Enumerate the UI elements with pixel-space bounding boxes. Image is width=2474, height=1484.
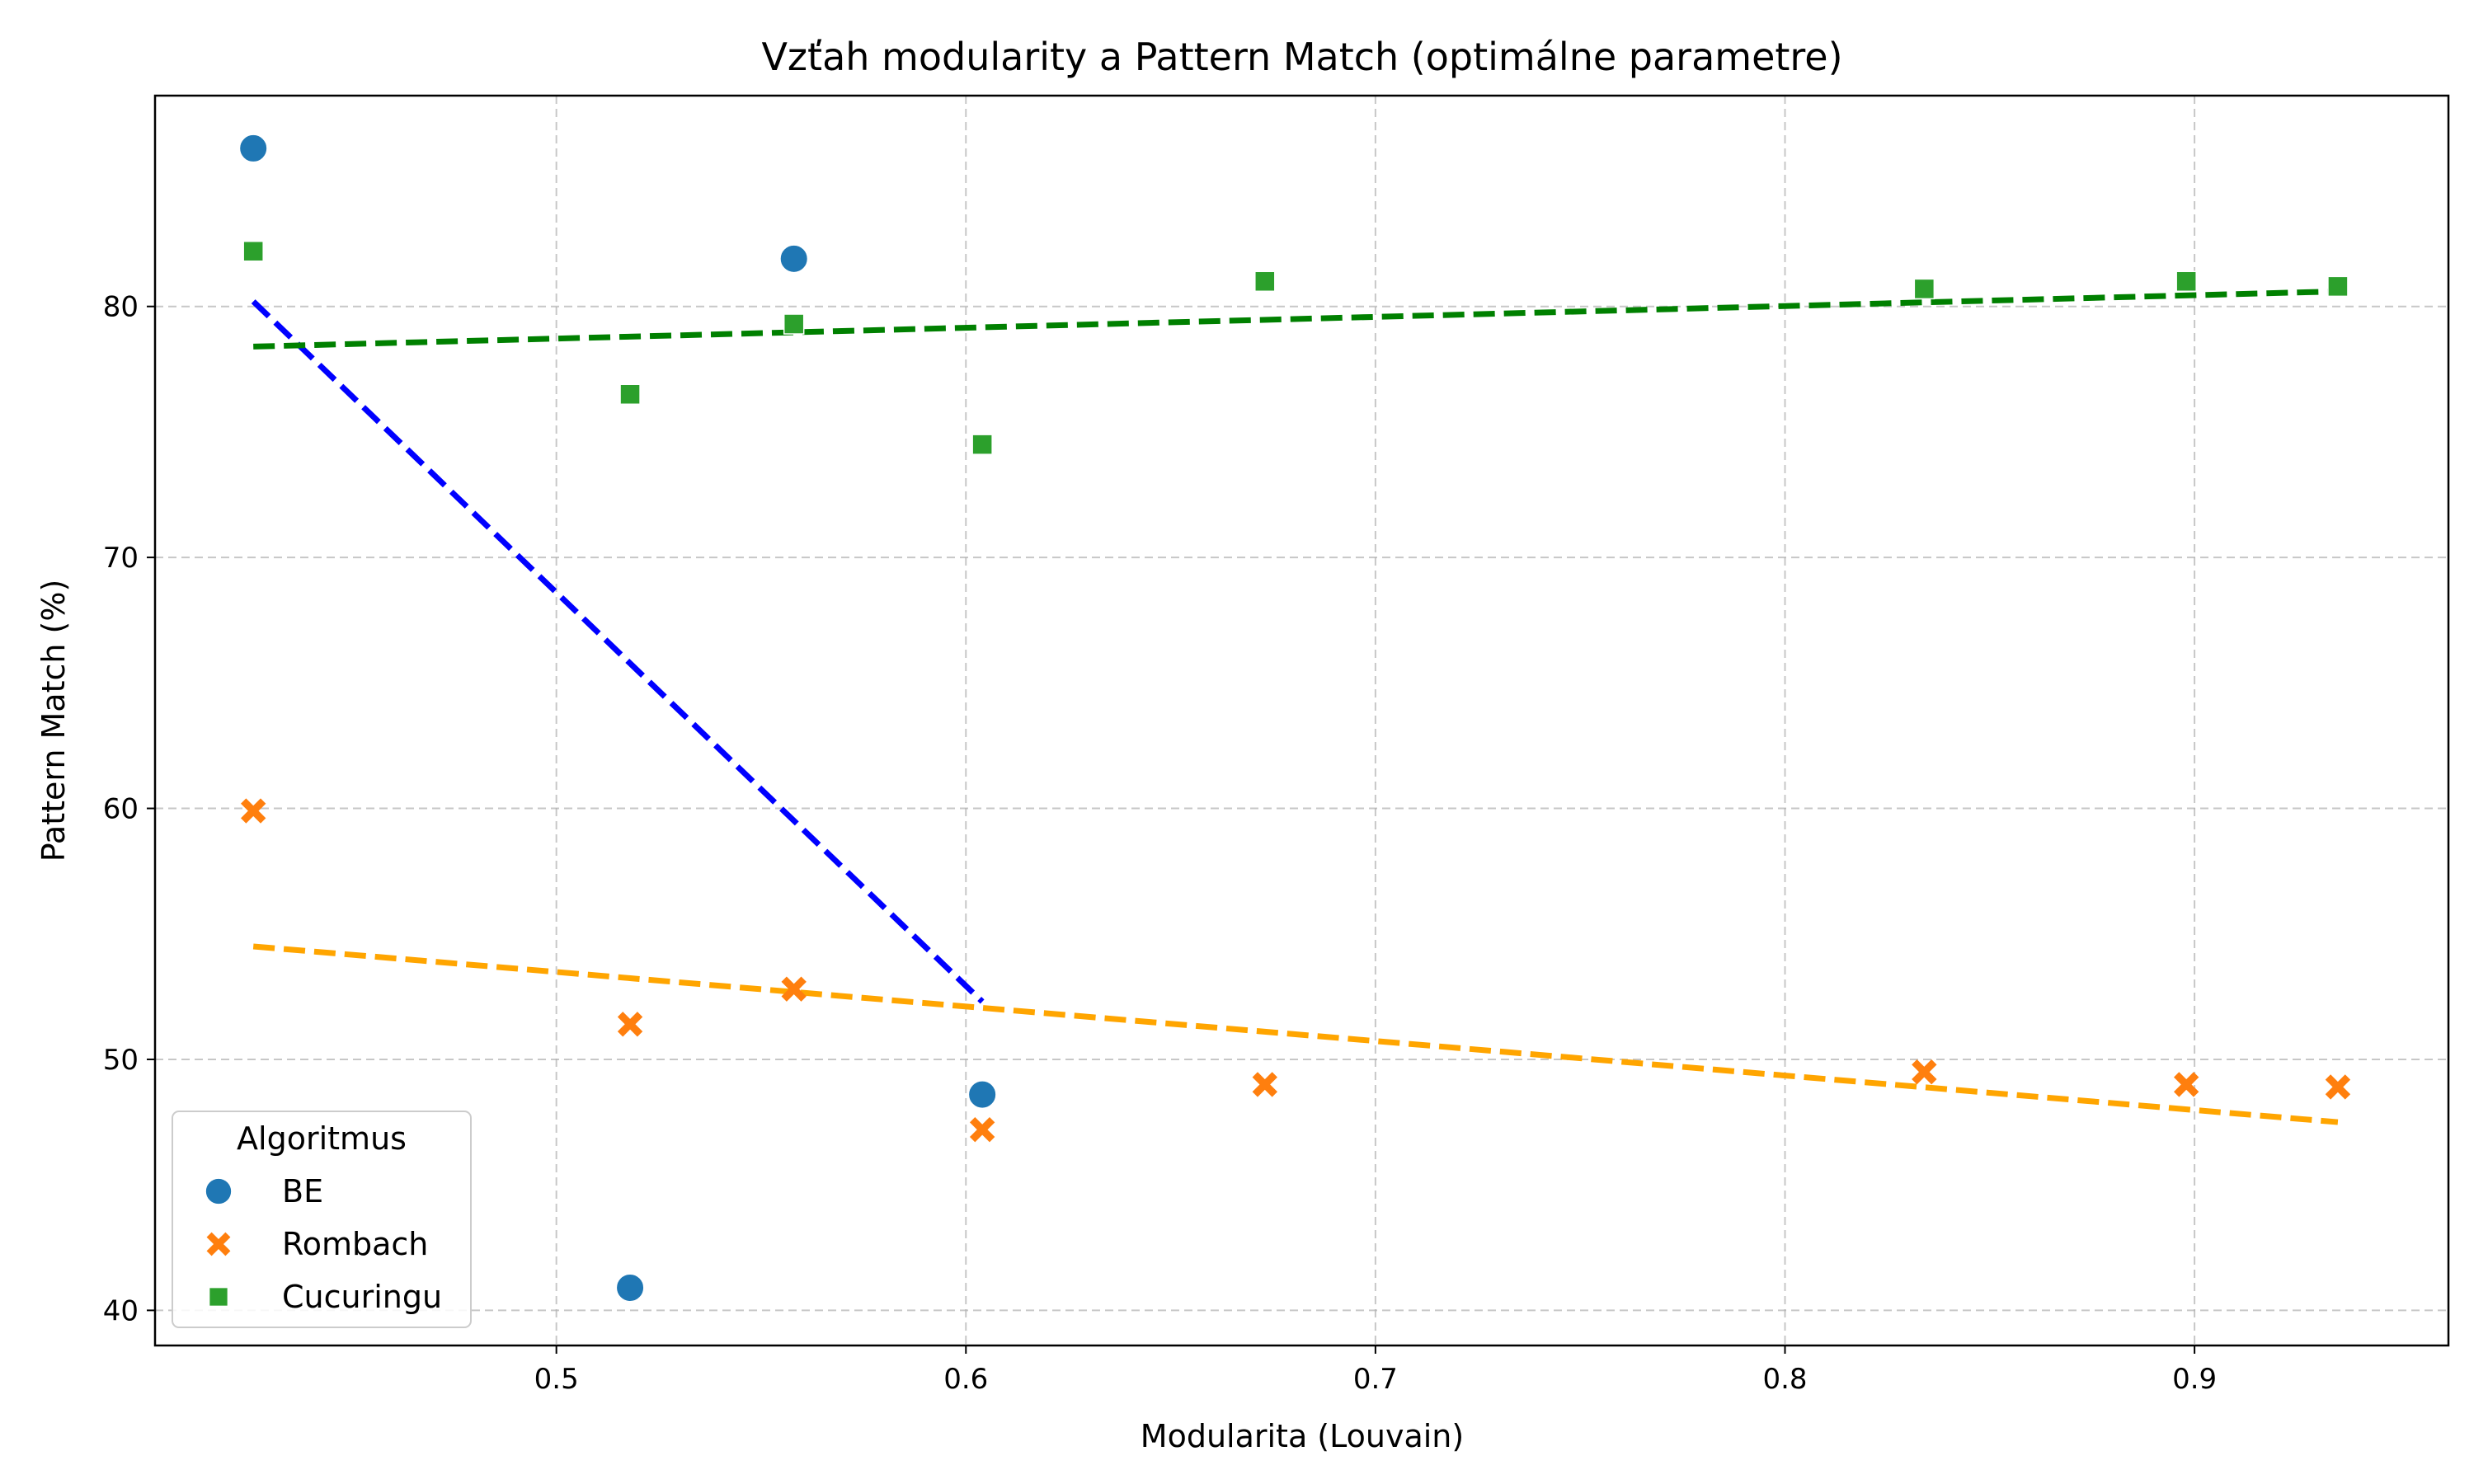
trendlines: [251, 288, 2339, 1125]
rombach-point: [1252, 1072, 1277, 1097]
cucuringu-point: [2175, 270, 2197, 293]
rombach-point: [2325, 1074, 2351, 1100]
rombach-trendline: [252, 943, 2339, 1125]
cucuringu-point: [783, 313, 805, 335]
x-axis-ticks: 0.5 0.6 0.7 0.8 0.9: [534, 1345, 2217, 1396]
legend-marker-cucuringu: [208, 1286, 229, 1308]
y-tick-label: 40: [103, 1294, 139, 1327]
chart-title: Vzťah modularity a Pattern Match (optimá…: [761, 35, 1842, 79]
y-tick-label: 80: [103, 291, 139, 324]
be-trendline: [251, 299, 985, 1004]
be-point: [967, 1079, 998, 1110]
legend-label-rombach: Rombach: [282, 1226, 428, 1262]
x-tick-label: 0.9: [2172, 1363, 2217, 1396]
legend-entries: BE Rombach Cucuringu: [204, 1173, 442, 1315]
legend-label-be: BE: [282, 1173, 323, 1209]
y-tick-label: 60: [103, 793, 139, 826]
legend-label-cucuringu: Cucuringu: [282, 1279, 442, 1315]
rombach-point: [241, 798, 266, 824]
rombach-point: [2173, 1072, 2199, 1097]
data-points: [238, 133, 2351, 1303]
legend-marker-be: [204, 1176, 233, 1206]
rombach-point: [1912, 1059, 1937, 1085]
y-tick-label: 70: [103, 542, 139, 575]
cucuringu-point: [1254, 270, 1276, 293]
y-axis-label: Pattern Match (%): [35, 580, 72, 862]
y-axis-ticks: 40 50 60 70 80: [103, 291, 155, 1327]
legend-title: Algoritmus: [237, 1120, 407, 1157]
rombach-point: [617, 1012, 643, 1037]
be-point: [615, 1272, 646, 1303]
cucuringu-point: [619, 383, 641, 406]
x-tick-label: 0.8: [1762, 1363, 1807, 1396]
cucuringu-point: [242, 240, 264, 262]
rombach-point: [969, 1117, 995, 1143]
x-axis-label: Modularita (Louvain): [1141, 1418, 1464, 1454]
grid: [155, 96, 2448, 1345]
be-point: [778, 243, 809, 274]
y-tick-label: 50: [103, 1044, 139, 1077]
legend-marker-rombach: [206, 1232, 231, 1256]
cucuringu-point: [971, 434, 993, 455]
plot-frame: [153, 94, 2450, 1347]
cucuringu-point: [2327, 275, 2349, 298]
legend: Algoritmus BE Rombach Cucuringu: [172, 1111, 472, 1328]
rombach-point: [781, 976, 807, 1002]
x-tick-label: 0.5: [534, 1363, 579, 1396]
x-tick-label: 0.7: [1353, 1363, 1398, 1396]
be-point: [238, 133, 269, 163]
x-tick-label: 0.6: [943, 1363, 988, 1396]
legend-box: [172, 1111, 472, 1328]
cucuringu-trendline: [253, 288, 2339, 350]
cucuringu-point: [1913, 278, 1935, 300]
